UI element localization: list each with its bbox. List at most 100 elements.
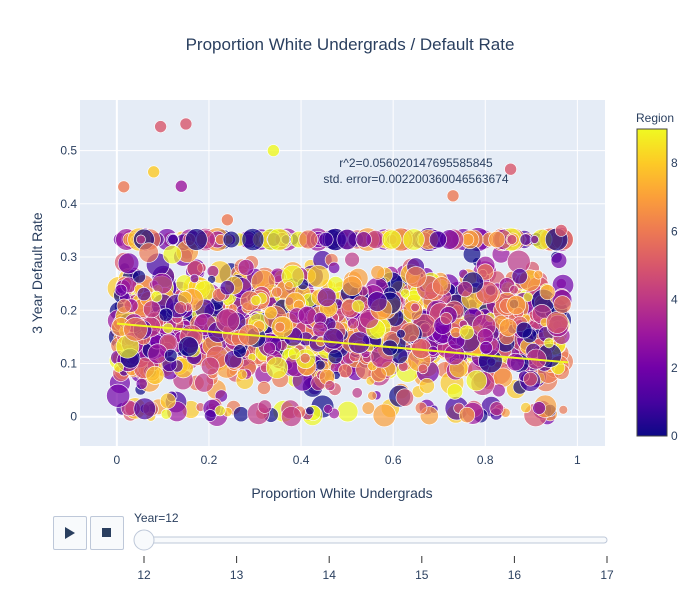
scatter-point[interactable]	[305, 406, 315, 416]
scatter-point[interactable]	[178, 336, 199, 357]
scatter-point[interactable]	[263, 341, 276, 355]
scatter-point[interactable]	[159, 392, 177, 410]
scatter-point[interactable]	[446, 189, 460, 203]
scatter-point[interactable]	[489, 401, 504, 416]
scatter-point[interactable]	[337, 401, 359, 423]
scatter-point[interactable]	[151, 272, 173, 295]
scatter-point[interactable]	[342, 275, 363, 296]
scatter-point[interactable]	[338, 363, 353, 378]
scatter-point[interactable]	[267, 144, 280, 157]
scatter-point[interactable]	[154, 120, 167, 133]
scatter-point[interactable]	[281, 406, 302, 427]
scatter-point[interactable]	[117, 180, 131, 194]
scatter-point[interactable]	[396, 329, 406, 339]
scatter-point[interactable]	[372, 403, 397, 428]
scatter-point[interactable]	[241, 228, 265, 251]
scatter-point[interactable]	[479, 341, 493, 355]
scatter-point[interactable]	[457, 281, 474, 298]
scatter-point[interactable]	[265, 356, 289, 379]
scatter-point[interactable]	[123, 317, 148, 342]
scatter-point[interactable]	[367, 390, 377, 401]
scatter-point[interactable]	[164, 348, 178, 363]
slider-step-label[interactable]: 16	[508, 568, 522, 582]
scatter-point[interactable]	[312, 321, 328, 337]
scatter-point[interactable]	[530, 235, 539, 244]
scatter-point[interactable]	[402, 228, 425, 251]
scatter-point[interactable]	[204, 409, 217, 422]
scatter-point[interactable]	[314, 359, 326, 371]
scatter-point[interactable]	[257, 380, 271, 395]
scatter-point[interactable]	[539, 284, 556, 301]
scatter-point[interactable]	[271, 286, 283, 298]
slider-step-label[interactable]: 12	[137, 568, 151, 582]
scatter-point[interactable]	[499, 318, 518, 337]
scatter-point[interactable]	[506, 353, 525, 372]
scatter-point[interactable]	[194, 372, 214, 393]
scatter-point[interactable]	[515, 321, 533, 339]
scatter-point[interactable]	[117, 252, 140, 275]
scatter-point[interactable]	[328, 261, 341, 274]
scatter-point[interactable]	[135, 234, 146, 245]
scatter-point[interactable]	[545, 311, 569, 334]
scatter-point[interactable]	[233, 406, 249, 423]
scatter-point[interactable]	[174, 301, 187, 315]
slider-step-label[interactable]: 13	[230, 568, 244, 582]
scatter-point[interactable]	[553, 295, 572, 314]
scatter-point[interactable]	[267, 228, 290, 251]
scatter-point[interactable]	[506, 295, 527, 315]
scatter-point[interactable]	[287, 347, 301, 361]
scatter-point[interactable]	[257, 399, 272, 414]
scatter-point[interactable]	[132, 269, 146, 284]
scatter-point[interactable]	[446, 383, 464, 400]
scatter-point[interactable]	[418, 377, 435, 394]
scatter-point[interactable]	[532, 401, 546, 415]
scatter-point[interactable]	[113, 361, 124, 373]
scatter-point[interactable]	[317, 287, 337, 307]
scatter-point[interactable]	[299, 352, 311, 364]
scatter-point[interactable]	[318, 232, 334, 248]
scatter-point[interactable]	[297, 305, 317, 325]
scatter-point[interactable]	[410, 302, 420, 313]
scatter-point[interactable]	[215, 308, 240, 333]
scatter-point[interactable]	[147, 165, 160, 179]
scatter-point[interactable]	[554, 224, 568, 237]
scatter-point[interactable]	[219, 280, 235, 296]
scatter-point[interactable]	[367, 291, 388, 312]
scatter-point[interactable]	[116, 298, 132, 314]
slider-step-label[interactable]: 15	[415, 568, 429, 582]
scatter-point[interactable]	[250, 294, 262, 306]
scatter-point[interactable]	[348, 331, 371, 354]
scatter-point[interactable]	[200, 356, 220, 376]
scatter-point[interactable]	[145, 365, 165, 385]
scatter-point[interactable]	[509, 284, 519, 295]
play-button[interactable]	[53, 516, 87, 550]
scatter-point[interactable]	[405, 266, 427, 288]
scatter-point[interactable]	[189, 273, 200, 284]
slider-step-label[interactable]: 17	[600, 568, 614, 582]
scatter-point[interactable]	[511, 268, 528, 285]
scatter-point[interactable]	[150, 290, 163, 303]
scatter-point[interactable]	[327, 349, 343, 365]
stop-button[interactable]	[90, 516, 124, 550]
scatter-point[interactable]	[274, 321, 286, 333]
scatter-point[interactable]	[323, 404, 333, 414]
scatter-point[interactable]	[370, 265, 386, 280]
scatter-point[interactable]	[417, 363, 429, 375]
scatter-point[interactable]	[307, 264, 330, 288]
scatter-point[interactable]	[519, 233, 532, 246]
scatter-point[interactable]	[136, 287, 151, 302]
scatter-point[interactable]	[133, 397, 156, 420]
slider-handle[interactable]	[133, 529, 155, 551]
scatter-point[interactable]	[351, 299, 365, 313]
scatter-point[interactable]	[533, 269, 544, 280]
scatter-point[interactable]	[347, 317, 359, 330]
scatter-point[interactable]	[185, 228, 208, 251]
scatter-point[interactable]	[488, 231, 506, 249]
scatter-point[interactable]	[236, 369, 248, 380]
scatter-point[interactable]	[237, 259, 255, 276]
scatter-point[interactable]	[504, 162, 517, 176]
scatter-point[interactable]	[543, 337, 555, 349]
slider-step-label[interactable]: 14	[323, 568, 337, 582]
scatter-point[interactable]	[550, 252, 568, 269]
scatter-point[interactable]	[143, 300, 161, 319]
